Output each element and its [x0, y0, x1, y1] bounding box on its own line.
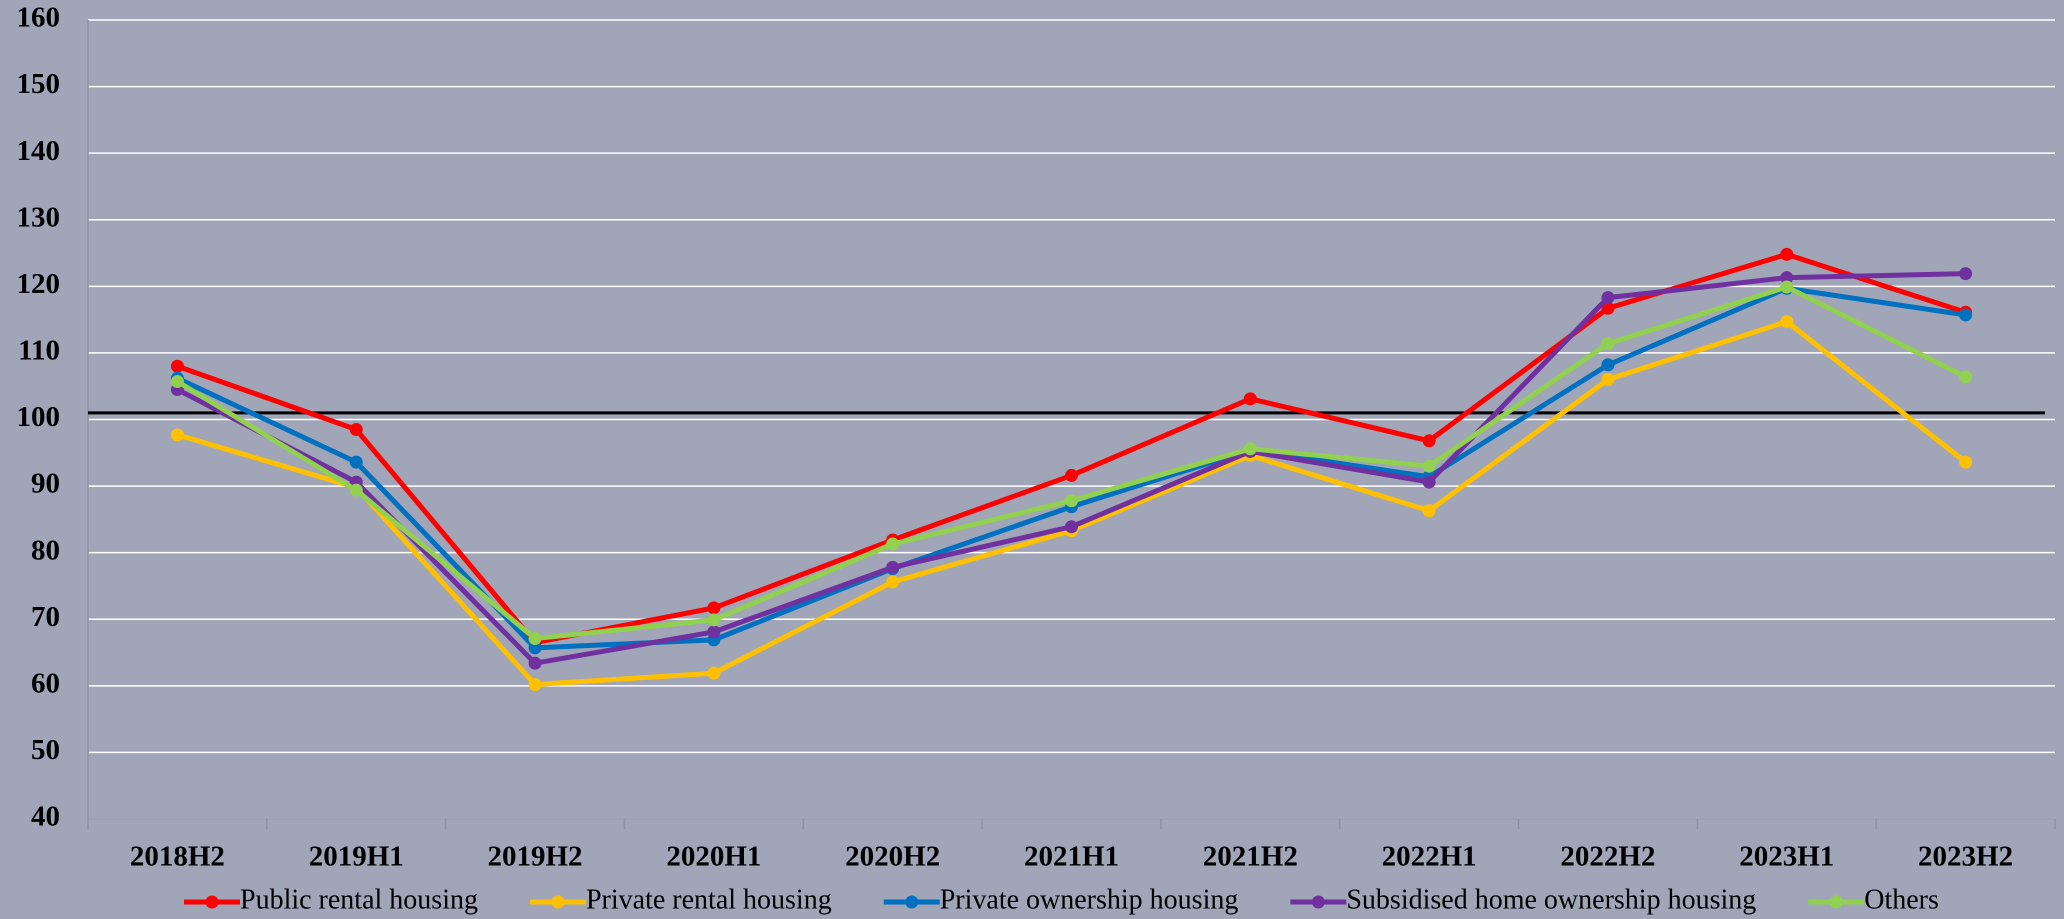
data-point: [886, 575, 900, 589]
data-point: [1601, 358, 1615, 372]
data-point: [1601, 301, 1615, 315]
data-point: [528, 678, 542, 692]
x-tick-label: 2022H1: [1382, 841, 1477, 873]
data-point: [1959, 308, 1973, 322]
data-point: [1422, 434, 1436, 448]
data-point: [1601, 291, 1615, 305]
data-point: [170, 428, 184, 442]
data-point: [1601, 373, 1615, 387]
y-tick-label: 160: [17, 2, 61, 34]
y-tick-label: 110: [18, 335, 60, 367]
data-point: [1780, 280, 1794, 294]
data-point: [1780, 271, 1794, 285]
y-tick-label: 50: [31, 734, 60, 766]
legend-label: Public rental housing: [240, 884, 478, 915]
legend-label: Private rental housing: [586, 884, 832, 915]
data-point: [170, 375, 184, 389]
y-tick-label: 70: [31, 601, 60, 633]
data-point: [707, 666, 721, 680]
data-point: [1243, 392, 1257, 406]
data-point: [1959, 370, 1973, 384]
data-point: [349, 483, 363, 497]
data-point: [707, 625, 721, 639]
x-tick-label: 2020H1: [666, 841, 761, 873]
legend-marker: [1829, 895, 1843, 909]
y-tick-label: 140: [17, 135, 61, 167]
data-point: [1243, 442, 1257, 456]
legend-label: Others: [1864, 884, 1939, 915]
x-tick-label: 2019H2: [488, 841, 583, 873]
data-point: [1422, 504, 1436, 518]
data-point: [1422, 459, 1436, 473]
legend-marker: [1311, 895, 1325, 909]
data-point: [1422, 475, 1436, 489]
data-point: [1780, 247, 1794, 261]
x-tick-label: 2022H2: [1560, 841, 1655, 873]
x-tick-label: 2018H2: [130, 841, 225, 873]
y-tick-label: 130: [17, 201, 61, 233]
data-point: [886, 537, 900, 551]
y-tick-label: 150: [17, 68, 61, 100]
y-tick-label: 100: [17, 401, 61, 433]
x-tick-label: 2023H1: [1739, 841, 1834, 873]
legend: Public rental housing Private rental hous…: [184, 884, 1939, 915]
data-point: [1065, 520, 1078, 534]
data-point: [170, 359, 184, 373]
data-point: [886, 560, 900, 574]
data-point: [1780, 315, 1794, 329]
x-tick-label: 2021H1: [1024, 841, 1119, 873]
x-tick-label: 2021H2: [1203, 841, 1298, 873]
data-point: [1065, 468, 1078, 482]
y-tick-label: 60: [31, 667, 60, 699]
data-point: [707, 613, 721, 627]
data-point: [528, 641, 542, 655]
data-point: [349, 455, 363, 469]
x-tick-label: 2019H1: [309, 841, 404, 873]
data-point: [707, 601, 721, 615]
x-tick-label: 2020H2: [845, 841, 940, 873]
data-point: [1601, 337, 1615, 351]
data-point: [349, 422, 363, 436]
data-point: [1065, 494, 1078, 508]
y-tick-label: 120: [17, 268, 61, 300]
data-point: [528, 632, 542, 646]
y-tick-label: 40: [31, 801, 60, 833]
y-tick-label: 90: [31, 468, 60, 500]
legend-label: Private ownership housing: [940, 884, 1239, 915]
legend-marker: [551, 895, 565, 909]
legend-marker: [905, 895, 919, 909]
legend-label: Subsidised home ownership housing: [1346, 884, 1756, 915]
legend-marker: [205, 895, 219, 909]
data-point: [1959, 267, 1973, 281]
x-tick-label: 2023H2: [1918, 841, 2013, 873]
data-point: [528, 656, 542, 670]
y-tick-label: 80: [31, 534, 60, 566]
data-point: [1959, 455, 1973, 469]
